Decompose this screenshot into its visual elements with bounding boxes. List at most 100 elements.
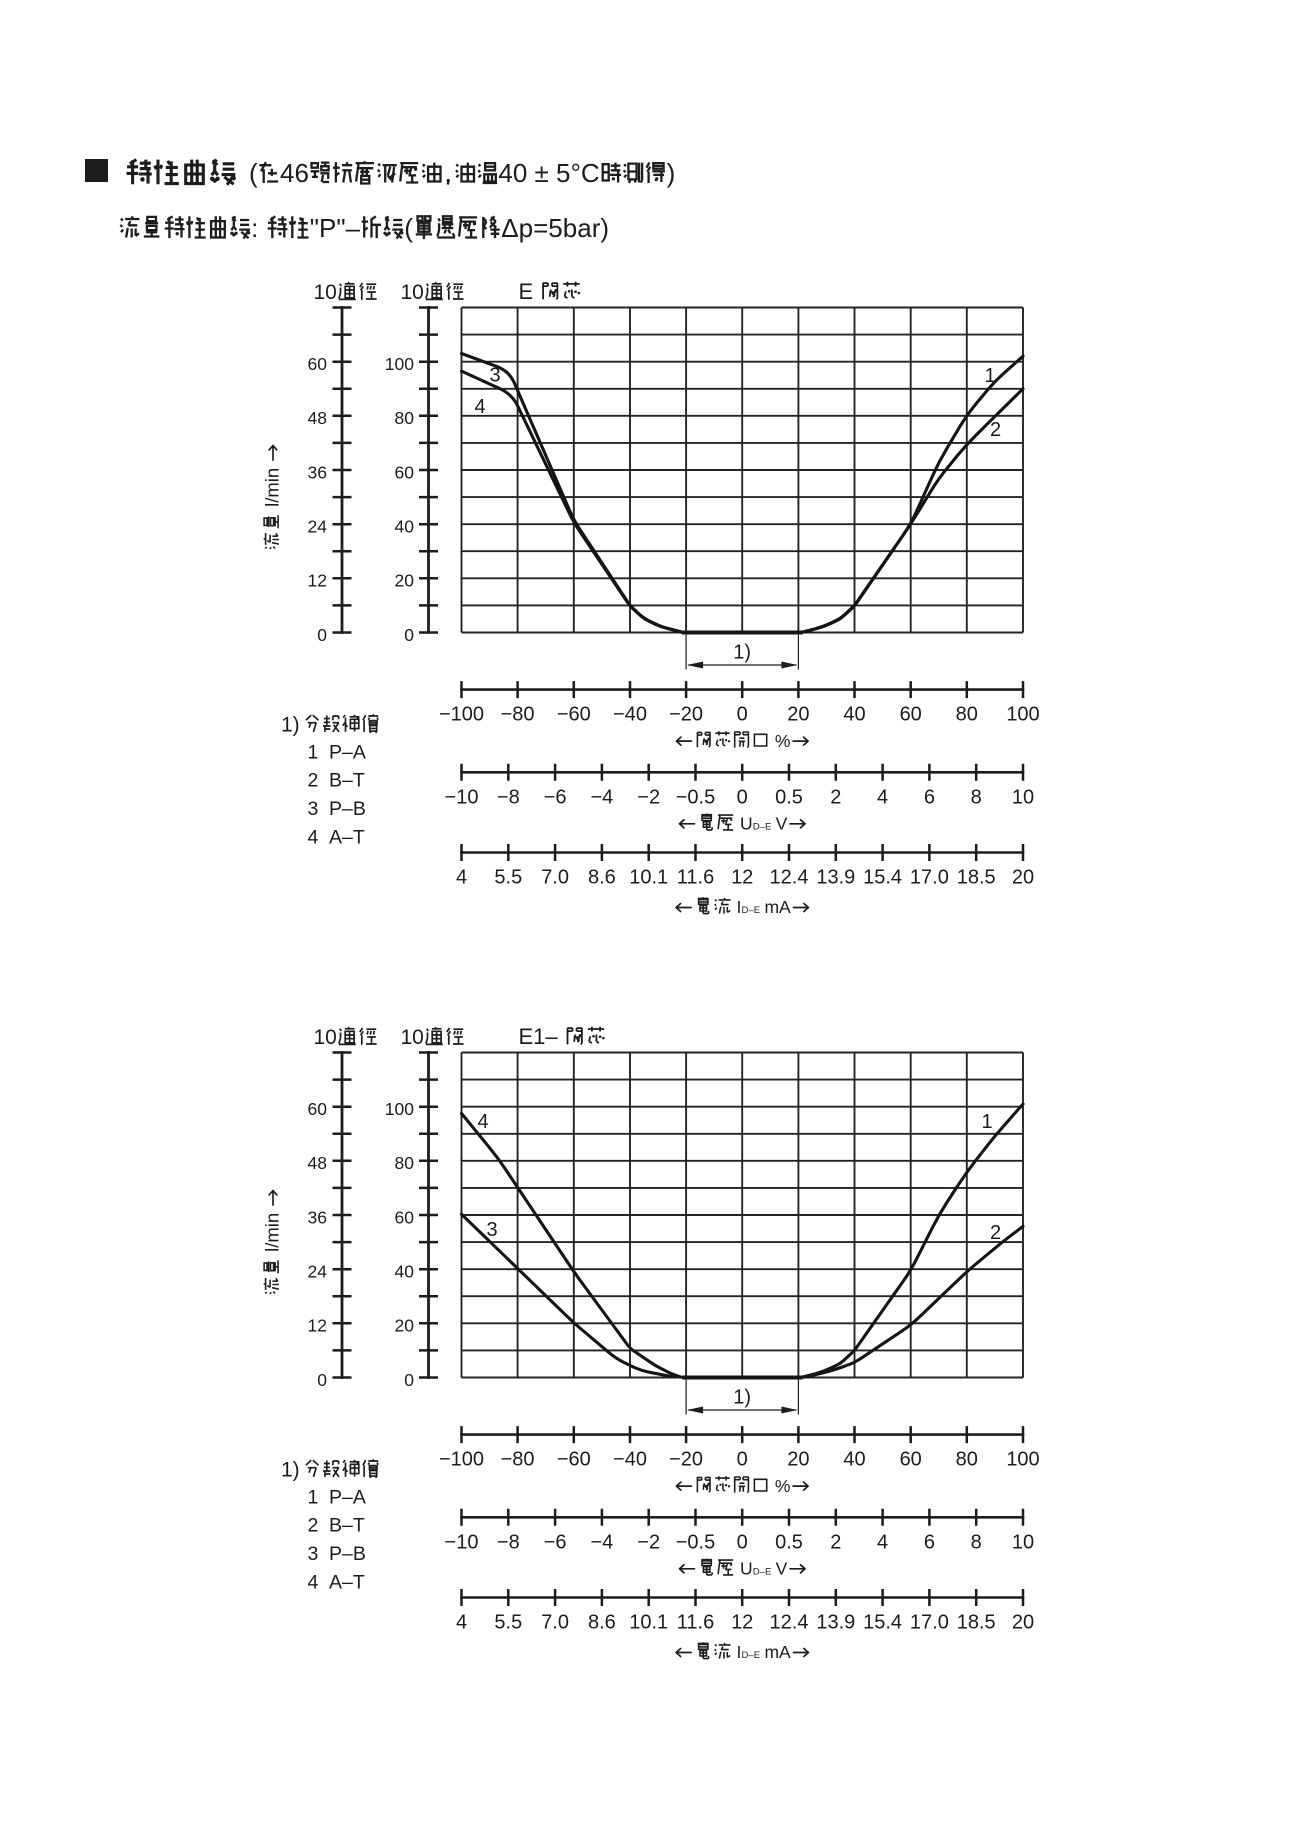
svg-text:40: 40 [395, 1262, 415, 1282]
svg-text:4: 4 [474, 396, 485, 418]
svg-text:10: 10 [314, 1026, 337, 1049]
svg-text:20: 20 [395, 571, 415, 591]
svg-text:−10: −10 [445, 1531, 479, 1553]
svg-text:80: 80 [395, 408, 415, 428]
svg-text:mA: mA [760, 1642, 791, 1662]
svg-text:100: 100 [1006, 704, 1039, 726]
svg-text:B–T: B–T [329, 770, 365, 792]
svg-text:4: 4 [308, 827, 319, 849]
svg-text:P–A: P–A [329, 741, 366, 763]
svg-text:20: 20 [395, 1316, 415, 1336]
svg-text:0: 0 [317, 625, 327, 645]
svg-text:1): 1) [733, 1387, 751, 1409]
svg-text:24: 24 [308, 1262, 328, 1282]
svg-text:−10: −10 [445, 786, 479, 808]
svg-text:5.5: 5.5 [494, 1612, 522, 1634]
svg-text:13.9: 13.9 [816, 1612, 855, 1634]
svg-text:−8: −8 [497, 1531, 520, 1553]
svg-text:P–B: P–B [329, 798, 366, 820]
svg-text:4: 4 [456, 867, 467, 889]
svg-text:36: 36 [308, 1207, 327, 1227]
svg-text:12: 12 [731, 867, 753, 889]
svg-text:4: 4 [456, 1612, 467, 1634]
svg-text:60: 60 [900, 704, 922, 726]
svg-text:%: % [770, 1476, 790, 1496]
svg-text:24: 24 [308, 517, 328, 537]
svg-text:20: 20 [787, 1449, 809, 1471]
svg-text:P–B: P–B [329, 1543, 366, 1565]
svg-text:40: 40 [843, 1449, 865, 1471]
svg-text:2: 2 [990, 1222, 1001, 1244]
svg-text:−80: −80 [501, 1449, 535, 1471]
svg-text:l/min: l/min [262, 463, 283, 512]
svg-text:−2: −2 [637, 786, 660, 808]
svg-text:P–A: P–A [329, 1486, 366, 1508]
svg-text:12: 12 [731, 1612, 753, 1634]
svg-text:60: 60 [395, 1207, 415, 1227]
svg-text:10: 10 [1012, 786, 1034, 808]
svg-text:2: 2 [308, 1515, 319, 1537]
svg-text:80: 80 [956, 704, 978, 726]
svg-text:4: 4 [877, 1531, 888, 1553]
svg-text:−40: −40 [613, 1449, 647, 1471]
svg-text:0: 0 [737, 1449, 748, 1471]
svg-text:1): 1) [281, 714, 300, 737]
svg-text:−40: −40 [613, 704, 647, 726]
svg-text:1: 1 [308, 1486, 319, 1508]
svg-text:−4: −4 [590, 1531, 613, 1553]
svg-text:0: 0 [404, 1370, 414, 1390]
svg-text:4: 4 [877, 786, 888, 808]
svg-text:10: 10 [1012, 1531, 1034, 1553]
svg-text::: : [251, 213, 265, 243]
svg-text:−80: −80 [501, 704, 535, 726]
svg-text:8.6: 8.6 [588, 1612, 616, 1634]
svg-text:20: 20 [1012, 867, 1034, 889]
svg-text:13.9: 13.9 [816, 867, 855, 889]
svg-text:12.4: 12.4 [770, 867, 809, 889]
svg-text:V: V [771, 814, 788, 834]
svg-text:17.0: 17.0 [910, 867, 949, 889]
svg-text:2: 2 [830, 1531, 841, 1553]
svg-text:"P"–: "P"– [310, 213, 361, 243]
svg-text:12: 12 [308, 571, 327, 591]
svg-text:(: ( [249, 158, 258, 188]
svg-text:20: 20 [1012, 1612, 1034, 1634]
svg-text:3: 3 [308, 798, 319, 820]
svg-text:1): 1) [281, 1459, 300, 1482]
svg-text:6: 6 [924, 1531, 935, 1553]
svg-text:100: 100 [385, 1099, 414, 1119]
svg-text:−100: −100 [439, 704, 484, 726]
svg-text:D–E: D–E [753, 822, 772, 833]
svg-text:11.6: 11.6 [677, 867, 714, 889]
svg-text:−6: −6 [544, 1531, 567, 1553]
svg-text:3: 3 [489, 365, 500, 387]
svg-text:15.4: 15.4 [863, 1612, 902, 1634]
svg-text:−0.5: −0.5 [676, 1531, 715, 1553]
svg-text:D–E: D–E [742, 1650, 761, 1661]
svg-text:18.5: 18.5 [957, 867, 996, 889]
svg-text:−2: −2 [637, 1531, 660, 1553]
svg-text:E1–: E1– [519, 1024, 564, 1049]
svg-text:−6: −6 [544, 786, 567, 808]
svg-text:Δp=5bar): Δp=5bar) [501, 213, 609, 243]
svg-text:−60: −60 [557, 1449, 591, 1471]
svg-text:0: 0 [737, 704, 748, 726]
svg-text:12: 12 [308, 1316, 327, 1336]
svg-text:−8: −8 [497, 786, 520, 808]
svg-text:l/min: l/min [262, 1208, 283, 1257]
svg-text:11.6: 11.6 [677, 1612, 714, 1634]
svg-text:1: 1 [308, 741, 319, 763]
svg-text:%: % [770, 731, 790, 751]
svg-text:8.6: 8.6 [588, 867, 616, 889]
svg-text:46: 46 [280, 158, 309, 188]
svg-text:I: I [732, 897, 742, 917]
svg-text:D–E: D–E [742, 905, 761, 916]
svg-text:17.0: 17.0 [910, 1612, 949, 1634]
svg-text:1: 1 [981, 1111, 992, 1133]
svg-text:60: 60 [395, 462, 415, 482]
svg-text:40: 40 [843, 704, 865, 726]
svg-text:4: 4 [477, 1111, 488, 1133]
svg-text:7.0: 7.0 [541, 867, 569, 889]
svg-text:A–T: A–T [329, 1572, 365, 1594]
svg-text:0: 0 [404, 625, 414, 645]
